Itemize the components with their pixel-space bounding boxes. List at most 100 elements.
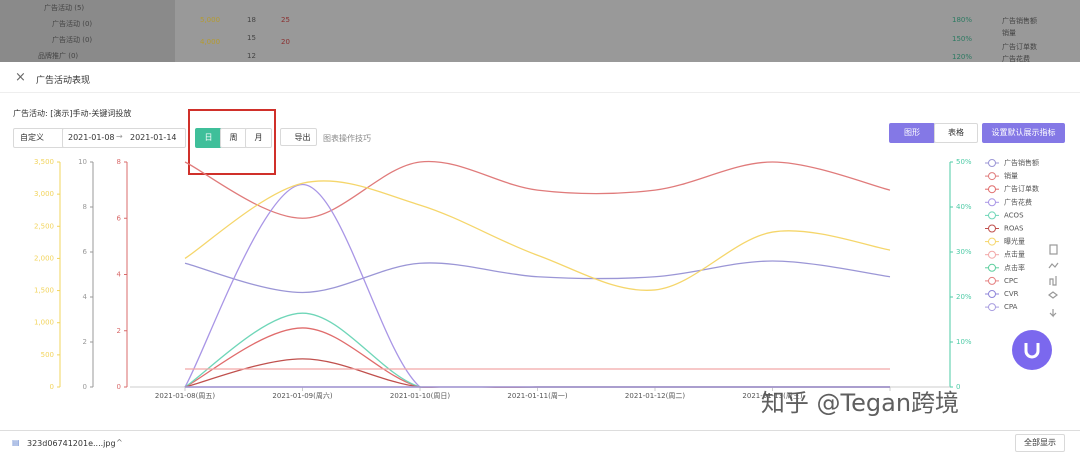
series-line <box>184 358 890 388</box>
series-line <box>184 260 891 294</box>
bg-chart <box>175 0 1080 62</box>
bg-axis-label: 15 <box>247 34 256 42</box>
bg-axis-label: 25 <box>281 16 290 24</box>
y-tick-label: 3,500 <box>34 158 54 166</box>
legend-label: 曝光量 <box>1004 237 1025 246</box>
y-tick-label: 10% <box>956 338 972 346</box>
bg-axis-label: 180% <box>952 16 973 24</box>
bg-legend: 广告订单数 <box>1002 43 1037 51</box>
start-date[interactable]: 2021-01-08 <box>68 133 115 142</box>
y-tick-label: 8 <box>83 203 87 211</box>
download-file[interactable]: 323d06741201e....jpg <box>27 439 116 448</box>
export-button[interactable]: 导出 <box>280 128 317 146</box>
bg-axis-label: 150% <box>952 35 973 43</box>
legend-marker <box>988 224 996 233</box>
granularity-month[interactable]: 月 <box>245 128 272 148</box>
highlight-box <box>188 109 276 175</box>
y-tick-label: 40% <box>956 203 972 211</box>
tree-item[interactable]: 广告活动 (0) <box>52 20 93 28</box>
legend-marker <box>988 185 996 194</box>
bg-legend: 销量 <box>1002 29 1016 37</box>
y-tick-label: 8 <box>117 158 121 166</box>
assistant-icon <box>1024 343 1040 359</box>
x-tick-label: 2021-01-11(周一) <box>507 392 567 400</box>
close-icon[interactable]: × <box>15 70 26 85</box>
assistant-button[interactable] <box>1012 330 1052 370</box>
file-icon: ▤ <box>12 438 20 447</box>
y-tick-label: 30% <box>956 248 972 256</box>
y-tick-label: 1,000 <box>34 319 54 327</box>
y-tick-label: 3,000 <box>34 190 54 198</box>
legend-marker <box>988 198 996 207</box>
date-range[interactable] <box>62 128 186 148</box>
range-select[interactable]: 自定义 <box>13 128 65 148</box>
bg-axis-label: 5,000 <box>200 16 221 24</box>
tool-icons <box>1048 244 1059 318</box>
x-tick-label: 2021-01-09(周六) <box>272 391 332 400</box>
y-tick-label: 0 <box>83 383 87 391</box>
legend-label: 广告销售额 <box>1004 158 1039 167</box>
legend-label: 点击量 <box>1004 250 1025 259</box>
default-metrics-button[interactable]: 设置默认展示指标 <box>982 123 1065 143</box>
view-table[interactable]: 表格 <box>934 123 978 143</box>
series-line <box>184 312 890 388</box>
y-tick-label: 6 <box>83 248 88 256</box>
y-tick-label: 2 <box>83 338 87 346</box>
legend-label: CPC <box>1004 277 1018 285</box>
legend-label: CPA <box>1004 303 1018 311</box>
x-tick-label: 2021-01-08(周五) <box>155 392 215 400</box>
legend-marker <box>988 290 996 298</box>
tree-item[interactable]: 品牌推广 (0) <box>38 52 79 60</box>
series-line <box>184 180 891 291</box>
y-tick-label: 2,000 <box>34 254 54 262</box>
legend-label: 点击率 <box>1004 263 1025 272</box>
tree-item[interactable]: 广告活动 (0) <box>52 36 93 44</box>
series-line <box>184 160 891 219</box>
arrow-icon: → <box>116 132 123 141</box>
chart: 知乎 @Tegan跨境 0 500 1,000 1,500 2,000 2,500 3,00… <box>34 158 1059 417</box>
y-tick-label: 2 <box>117 327 121 335</box>
bg-legend: 广告销售额 <box>1002 17 1037 25</box>
x-tick-label: 2021-01-13(周三) <box>742 392 802 400</box>
y-tick-label: 4 <box>117 271 122 279</box>
tool-icon[interactable] <box>1049 309 1057 318</box>
x-tick-label: 2021-01-10(周日) <box>390 392 450 400</box>
y-tick-label: 50% <box>956 158 972 166</box>
download-bar: ▤ 323d06741201e....jpg ^ 全部显示 <box>0 430 1080 456</box>
tool-icon[interactable] <box>1049 244 1058 255</box>
y-tick-label: 0 <box>117 383 121 391</box>
tips-link[interactable]: 图表操作技巧 <box>323 134 371 143</box>
end-date[interactable]: 2021-01-14 <box>130 133 177 142</box>
legend-marker <box>988 303 996 312</box>
legend-marker <box>988 172 996 181</box>
watermark: 知乎 @Tegan跨境 <box>761 389 959 417</box>
show-all-button[interactable]: 全部显示 <box>1015 434 1065 452</box>
chevron-icon[interactable]: ^ <box>116 438 123 447</box>
legend-marker <box>988 211 996 220</box>
campaign-label: 广告活动: [演示]手动-关键词投放 <box>13 109 132 118</box>
y-tick-label: 0 <box>956 383 960 391</box>
legend-marker <box>988 237 996 246</box>
tool-icon[interactable] <box>1048 291 1058 299</box>
bg-axis-label: 12 <box>247 52 256 60</box>
tree-item[interactable]: 广告活动 (5) <box>44 4 85 12</box>
legend-label: ROAS <box>1004 225 1024 233</box>
y-tick-label: 6 <box>117 214 122 222</box>
legend-marker <box>988 250 996 259</box>
tool-icon[interactable] <box>1049 276 1057 286</box>
y-tick-label: 4 <box>83 293 88 301</box>
modal-title: 广告活动表现 <box>36 76 91 86</box>
legend-label: CVR <box>1004 290 1019 298</box>
x-tick-label: 2021-01-12(周二) <box>625 392 685 400</box>
legend-marker <box>988 159 996 167</box>
tool-icon[interactable] <box>1048 262 1059 269</box>
divider <box>0 92 1080 93</box>
legend-marker <box>988 263 996 272</box>
y-tick-label: 0 <box>50 383 54 391</box>
bg-axis-label: 18 <box>247 16 256 24</box>
y-tick-label: 2,500 <box>34 222 54 230</box>
bg-axis-label: 4,000 <box>200 38 221 46</box>
bg-legend: 广告花费 <box>1002 55 1030 63</box>
y-tick-label: 500 <box>41 351 54 359</box>
